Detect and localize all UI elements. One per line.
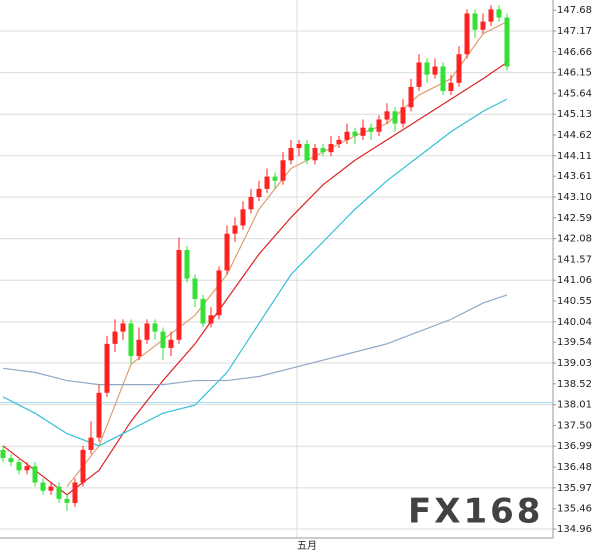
- y-tick-label: 145.13: [557, 109, 592, 120]
- candle-body: [192, 278, 198, 299]
- candle-body: [0, 449, 6, 459]
- x-tick-label: 五月: [297, 540, 317, 552]
- candle-body: [200, 298, 206, 324]
- y-tick-label: 141.06: [557, 275, 592, 286]
- candle-body: [16, 462, 22, 471]
- y-tick-label: 134.96: [557, 524, 592, 535]
- candle-body: [320, 148, 326, 153]
- moving-average: [2, 98, 508, 447]
- y-tick-label: 147.68: [557, 5, 592, 16]
- candle-body: [408, 86, 414, 108]
- candle-body: [376, 119, 382, 132]
- candle-body: [344, 131, 350, 140]
- candle-body: [8, 458, 14, 463]
- candle-body: [64, 498, 70, 503]
- candle-body: [48, 486, 54, 491]
- y-tick-label: 141.57: [557, 254, 592, 265]
- watermark: FX168: [408, 492, 543, 532]
- candle-body: [456, 54, 462, 83]
- candle-body: [304, 143, 310, 161]
- candle-body: [264, 176, 270, 189]
- y-tick-label: 135.97: [557, 483, 592, 494]
- candle-body: [288, 148, 294, 161]
- candle-body: [256, 188, 262, 198]
- candle-body: [120, 323, 126, 332]
- candle-body: [136, 339, 142, 357]
- y-tick-label: 140.55: [557, 296, 592, 307]
- candle-body: [32, 466, 38, 483]
- candle-body: [440, 66, 446, 91]
- candle-body: [168, 339, 174, 348]
- y-tick-label: 135.46: [557, 504, 592, 515]
- y-tick-label: 146.66: [557, 47, 592, 58]
- candle-body: [280, 160, 286, 181]
- candle-body: [448, 82, 454, 91]
- candle-body: [176, 250, 182, 340]
- candle-body: [392, 111, 398, 124]
- moving-average: [2, 294, 508, 386]
- candle-body: [296, 143, 302, 149]
- candle-body: [504, 17, 510, 67]
- y-tick-label: 137.50: [557, 420, 592, 431]
- candle-body: [480, 21, 486, 30]
- candle-body: [352, 131, 358, 136]
- candle-body: [248, 197, 254, 210]
- y-tick-label: 144.11: [557, 151, 592, 162]
- candle-body: [56, 486, 62, 499]
- candle-body: [184, 250, 190, 279]
- y-tick-label: 136.48: [557, 462, 592, 473]
- candle-body: [104, 343, 110, 393]
- candle-body: [328, 143, 334, 153]
- y-tick-label: 142.08: [557, 234, 592, 245]
- candle-body: [336, 139, 342, 144]
- candle-body: [80, 449, 86, 483]
- candle-body: [40, 482, 46, 491]
- candle-body: [464, 13, 470, 55]
- candle-body: [400, 107, 406, 124]
- candle-body: [432, 66, 438, 75]
- y-tick-label: 145.64: [557, 88, 592, 99]
- candle-body: [424, 62, 430, 75]
- candle-body: [312, 148, 318, 161]
- y-tick-label: 138.01: [557, 400, 592, 411]
- candle-body: [24, 466, 30, 471]
- candle-body: [416, 62, 422, 87]
- y-tick-label: 143.61: [557, 171, 592, 182]
- y-tick-label: 139.03: [557, 358, 592, 369]
- moving-average: [66, 21, 508, 487]
- candle-body: [384, 111, 390, 120]
- y-tick-label: 147.17: [557, 26, 592, 37]
- candle-body: [160, 331, 166, 348]
- moving-average: [2, 61, 508, 496]
- candle-body: [216, 270, 222, 316]
- candle-body: [496, 9, 502, 18]
- candle-body: [88, 437, 94, 450]
- y-tick-label: 136.99: [557, 441, 592, 452]
- candle-body: [152, 323, 158, 332]
- candle-body: [128, 323, 134, 357]
- candle-body: [224, 233, 230, 271]
- y-tick-label: 143.10: [557, 192, 592, 203]
- candle-body: [472, 13, 478, 30]
- y-tick-label: 139.54: [557, 337, 592, 348]
- candle-body: [488, 9, 494, 22]
- y-tick-label: 146.15: [557, 68, 592, 79]
- candle-body: [72, 482, 78, 503]
- y-tick-label: 138.52: [557, 379, 592, 390]
- candle-body: [96, 392, 102, 438]
- candle-body: [240, 209, 246, 226]
- candle-body: [368, 127, 374, 132]
- candle-body: [360, 127, 366, 136]
- candle-body: [144, 323, 150, 340]
- candle-body: [112, 331, 118, 344]
- candle-body: [272, 176, 278, 181]
- candle-body: [208, 315, 214, 324]
- y-tick-label: 140.04: [557, 317, 592, 328]
- y-tick-label: 142.59: [557, 213, 592, 224]
- candle-body: [232, 225, 238, 234]
- y-tick-label: 144.62: [557, 130, 592, 141]
